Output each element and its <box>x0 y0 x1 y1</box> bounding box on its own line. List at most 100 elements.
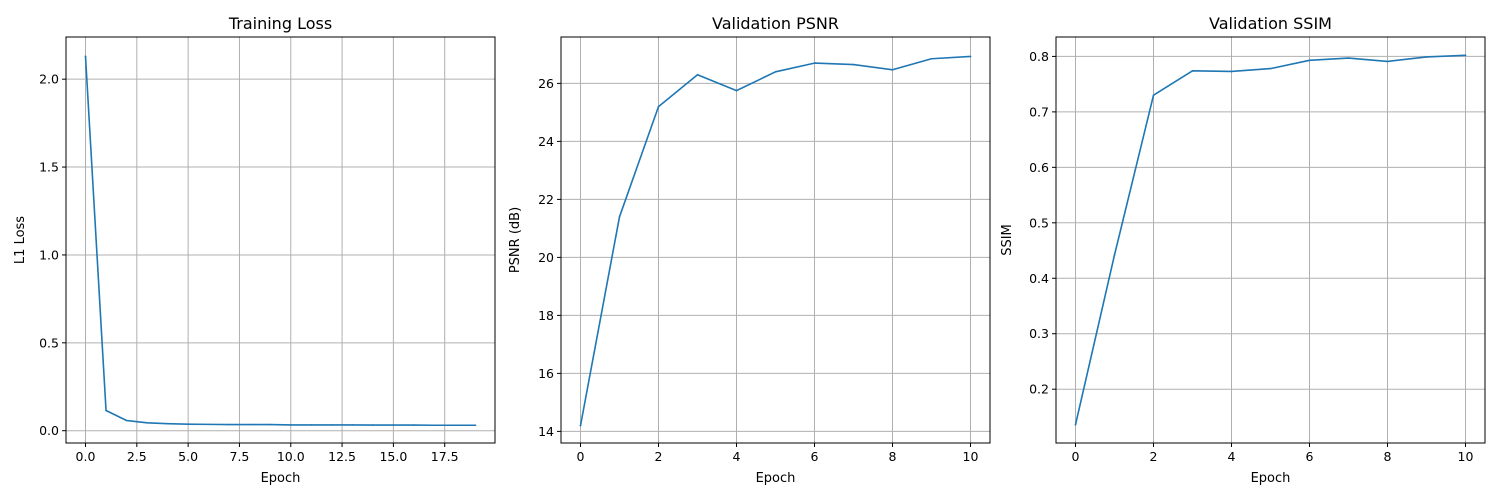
x-tick-label: 0 <box>577 449 585 464</box>
data-point <box>372 424 374 426</box>
data-point <box>852 63 855 66</box>
y-axis-label: PSNR (dB) <box>508 207 523 273</box>
x-tick-label: 0 <box>1072 449 1080 464</box>
plot-area <box>561 37 990 443</box>
data-point <box>413 424 415 426</box>
data-point <box>84 55 87 58</box>
data-point <box>187 423 189 425</box>
series-line-1 <box>84 55 477 427</box>
chart-title: Training Loss <box>228 14 332 33</box>
data-point <box>579 424 582 427</box>
axes-frame <box>1055 36 1486 444</box>
y-tick-label: 16 <box>538 366 554 381</box>
x-tick-label: 5.0 <box>178 449 198 464</box>
x-tick-label: 2.5 <box>127 449 147 464</box>
data-point <box>969 55 972 58</box>
y-tick-label: 22 <box>538 192 554 207</box>
data-point <box>1152 94 1155 97</box>
data-point <box>930 57 933 60</box>
data-point <box>433 424 436 427</box>
data-point <box>248 423 251 426</box>
y-axis-label: SSIM <box>1000 224 1015 256</box>
x-tick-label: 2 <box>1150 449 1158 464</box>
y-tick-label: 0.4 <box>1029 271 1049 286</box>
data-point <box>289 424 292 426</box>
axes-frame <box>65 36 496 444</box>
data-point <box>474 424 477 427</box>
y-tick-label: 0.7 <box>1029 104 1049 119</box>
data-point <box>813 62 816 64</box>
y-tick-label: 0.6 <box>1029 160 1049 175</box>
data-point <box>310 424 313 426</box>
data-point <box>146 421 148 424</box>
data-point <box>269 423 272 426</box>
data-point <box>331 424 333 426</box>
y-tick-label: 1.5 <box>39 160 59 175</box>
chart-title: Validation SSIM <box>1209 14 1332 33</box>
x-tick-label: 15.0 <box>379 449 407 464</box>
x-tick-label: 17.5 <box>431 449 459 464</box>
data-point <box>392 424 395 426</box>
data-point <box>228 423 230 426</box>
data-point <box>1425 56 1428 58</box>
data-point <box>774 71 777 73</box>
y-axis-label: L1 Loss <box>13 216 28 264</box>
y-tick-label: 14 <box>538 424 554 439</box>
data-point <box>1074 423 1077 426</box>
data-point <box>657 105 660 108</box>
x-tick-label: 2 <box>655 449 663 464</box>
y-tick-label: 0.8 <box>1029 49 1049 64</box>
y-tick-label: 24 <box>538 134 554 149</box>
y-tick-label: 20 <box>538 250 554 265</box>
chart-panel-1: 0.0 2.5 5.0 7.5 10.0 12.5 15.0 17.5 0.0 0.5 1.0 1.5… <box>13 14 496 486</box>
x-tick-label: 0.0 <box>76 449 96 464</box>
data-point <box>735 89 738 92</box>
data-point <box>1113 254 1116 256</box>
data-point <box>1386 60 1389 63</box>
data-point <box>1191 70 1194 72</box>
x-tick-label: 7.5 <box>230 449 250 464</box>
data-point <box>1347 57 1350 59</box>
y-tick-label: 0.2 <box>1029 382 1049 397</box>
data-point <box>891 68 894 71</box>
plot-area <box>66 37 495 443</box>
x-tick-label: 10.0 <box>277 449 305 464</box>
x-tick-label: 6 <box>811 449 819 464</box>
data-point <box>454 424 456 427</box>
data-point <box>1269 67 1272 70</box>
y-tick-label: 0.5 <box>39 335 59 350</box>
x-tick-label: 6 <box>1306 449 1314 464</box>
axes-frame <box>560 36 991 444</box>
x-axis-label: Epoch <box>261 471 301 486</box>
x-tick-label: 8 <box>1384 449 1392 464</box>
data-point <box>618 216 621 218</box>
data-point <box>207 423 210 426</box>
data-point <box>1464 54 1467 57</box>
y-tick-label: 18 <box>538 308 554 323</box>
data-point <box>696 73 699 76</box>
y-tick-label: 0.0 <box>39 423 59 438</box>
data-point <box>1230 70 1233 73</box>
x-tick-label: 4 <box>733 449 741 464</box>
y-tick-label: 1.0 <box>39 247 59 262</box>
y-tick-label: 2.0 <box>39 72 59 87</box>
y-tick-label: 0.3 <box>1029 326 1049 341</box>
chart-title: Validation PSNR <box>712 14 839 33</box>
y-tick-label: 0.5 <box>1029 215 1049 230</box>
x-tick-label: 10 <box>963 449 979 464</box>
x-tick-label: 8 <box>889 449 897 464</box>
data-point <box>1308 59 1311 62</box>
x-axis-label: Epoch <box>1251 471 1291 486</box>
x-tick-label: 12.5 <box>328 449 356 464</box>
y-tick-label: 26 <box>538 76 554 91</box>
x-tick-label: 10 <box>1458 449 1474 464</box>
data-point <box>166 422 169 425</box>
x-axis-label: Epoch <box>756 471 796 486</box>
chart-panel-3: 0 2 4 6 8 10 0.2 0.3 0.4 0.5 0.6 0.7 0.8 Validation S… <box>1000 14 1486 486</box>
data-point <box>105 409 107 412</box>
data-point <box>351 424 354 426</box>
x-tick-label: 4 <box>1228 449 1236 464</box>
plot-area <box>1056 37 1485 443</box>
